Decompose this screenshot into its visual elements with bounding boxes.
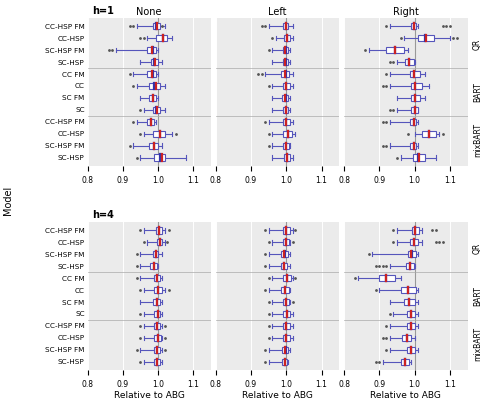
Bar (148, 119, 154, 125)
Text: QR: QR (473, 243, 482, 254)
Bar (148, 71, 156, 77)
Bar (284, 154, 290, 161)
Bar (410, 239, 418, 246)
Bar (418, 35, 434, 41)
Bar (422, 130, 436, 137)
Bar (156, 227, 162, 234)
Bar (283, 23, 288, 30)
Bar (408, 251, 416, 258)
Bar (407, 347, 414, 353)
Bar (410, 119, 416, 125)
Text: QR: QR (473, 39, 482, 50)
Title: None: None (136, 7, 162, 17)
X-axis label: Relative to ABG: Relative to ABG (242, 392, 313, 400)
Text: BART: BART (473, 82, 482, 102)
Bar (154, 154, 165, 161)
Bar (283, 142, 289, 149)
Bar (282, 95, 288, 101)
Bar (406, 263, 414, 269)
Bar (154, 347, 160, 353)
Bar (283, 119, 290, 125)
Bar (154, 323, 160, 329)
Bar (151, 59, 158, 65)
Bar (283, 83, 290, 89)
Bar (411, 83, 422, 89)
X-axis label: Relative to ABG: Relative to ABG (370, 392, 441, 400)
Bar (380, 275, 395, 281)
Bar (413, 154, 425, 161)
Bar (411, 23, 416, 30)
Title: Right: Right (393, 7, 418, 17)
Bar (152, 130, 165, 137)
Bar (410, 71, 420, 77)
Bar (410, 142, 416, 149)
Bar (152, 251, 158, 258)
Bar (400, 358, 409, 365)
Bar (404, 299, 414, 305)
Bar (154, 335, 161, 341)
Bar (283, 47, 288, 53)
Bar (411, 95, 420, 101)
Bar (386, 47, 404, 53)
Bar (154, 275, 160, 281)
Bar (283, 311, 290, 317)
Text: mixBART: mixBART (473, 327, 482, 361)
Bar (149, 142, 158, 149)
Text: BART: BART (473, 286, 482, 306)
Bar (281, 71, 289, 77)
Bar (283, 239, 289, 246)
Bar (411, 107, 418, 113)
Bar (400, 287, 415, 293)
Bar (281, 287, 289, 293)
Bar (156, 35, 167, 41)
Bar (284, 35, 290, 41)
Bar (402, 335, 411, 341)
Bar (149, 83, 160, 89)
Bar (154, 358, 160, 365)
Bar (283, 335, 290, 341)
Bar (283, 59, 288, 65)
Bar (149, 95, 156, 101)
Bar (148, 47, 156, 53)
Text: Model: Model (2, 185, 12, 215)
Bar (154, 287, 162, 293)
Text: mixBART: mixBART (473, 123, 482, 157)
Bar (405, 59, 413, 65)
Bar (158, 239, 162, 246)
Text: h=1: h=1 (92, 6, 114, 16)
Bar (282, 358, 288, 365)
X-axis label: Relative to ABG: Relative to ABG (114, 392, 184, 400)
Bar (152, 23, 160, 30)
Bar (407, 323, 414, 329)
Bar (152, 299, 160, 305)
Bar (281, 263, 287, 269)
Bar (152, 107, 160, 113)
Text: h=4: h=4 (92, 210, 114, 220)
Bar (283, 107, 288, 113)
Bar (283, 323, 290, 329)
Bar (283, 227, 290, 234)
Bar (412, 227, 419, 234)
Bar (154, 311, 160, 317)
Bar (284, 130, 292, 137)
Bar (283, 299, 289, 305)
Bar (150, 263, 158, 269)
Title: Left: Left (268, 7, 287, 17)
Bar (284, 275, 290, 281)
Bar (282, 347, 288, 353)
Bar (406, 311, 415, 317)
Bar (281, 251, 288, 258)
